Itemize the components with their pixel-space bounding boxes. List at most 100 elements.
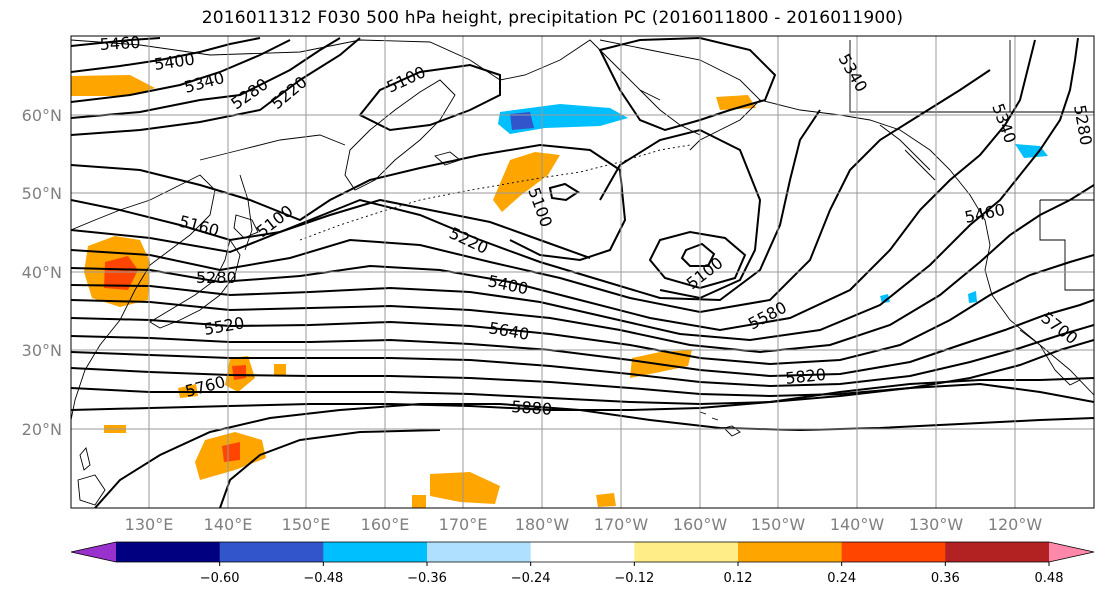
colorbar-tick-label: −0.12: [614, 571, 654, 586]
contour-5220-mid: [71, 109, 821, 302]
colorbar-segments: [70, 541, 1095, 563]
contour-5400-north: [71, 37, 261, 73]
precip-neg-bering-core: [510, 112, 534, 130]
colorbar-tick-label: −0.60: [200, 571, 240, 586]
precip-area-tropic-west-core: [222, 442, 240, 462]
contour-label: 5280: [196, 268, 237, 287]
precip-neg-canada: [1015, 144, 1048, 158]
lat-label-20n: 20°N: [22, 420, 62, 439]
colorbar-ticks: −0.60 −0.48 −0.36 −0.24 −0.12 0.12 0.24 0.36 0.4…: [200, 562, 1064, 586]
coastline-alaska: [599, 39, 1094, 396]
map-title: 2016011312 F030 500 hPa height, precipit…: [201, 8, 904, 28]
colorbar-tick-label: 0.24: [827, 571, 856, 586]
precip-neg-small-2: [968, 291, 977, 303]
contour-5280-north: [71, 37, 341, 119]
coastline-hokkaido: [233, 214, 259, 239]
colorbar-tick-label: 0.12: [724, 571, 753, 586]
precip-area-bering-west: [493, 152, 560, 212]
contour-label: 5820: [784, 365, 826, 388]
coastline-alaska-islands: [879, 124, 936, 181]
precip-area-nw-corner: [71, 75, 155, 96]
contour-5340-north: [71, 39, 291, 103]
colorbar-segment: [427, 542, 532, 562]
contour-low-outer: [599, 128, 762, 300]
coastline-philippines: [77, 474, 106, 506]
lon-label-160e: 160°E: [361, 515, 410, 534]
lat-label-30n: 30°N: [22, 341, 62, 360]
contour-trough-outer: [71, 143, 627, 262]
colorbar-tick-label: 0.48: [1035, 571, 1064, 586]
precip-area-subtropic-west-core: [232, 365, 246, 380]
lon-label-180w: 180°W: [515, 515, 570, 534]
colorbar-segment: [1049, 542, 1094, 562]
lon-label-150e: 150°E: [282, 515, 331, 534]
colorbar-tick-label: −0.48: [303, 571, 343, 586]
precip-negative-areas: [498, 104, 1048, 303]
coastline-taiwan: [79, 447, 91, 471]
coastline-kamchatka: [344, 79, 456, 191]
border-canada-us: [849, 40, 1094, 291]
coastline-baja: [1019, 329, 1081, 386]
contour-5160: [71, 198, 591, 259]
lon-label-140e: 140°E: [204, 515, 253, 534]
contour-low-center: [648, 230, 747, 290]
contour-label: 5460: [99, 33, 141, 54]
coastline-hawaii: [699, 411, 741, 437]
contour-5700: [71, 339, 1094, 398]
precip-neg-small-1: [880, 294, 890, 303]
lon-label-130e: 130°E: [125, 515, 174, 534]
colorbar-tick-label: −0.36: [407, 571, 447, 586]
lat-label-40n: 40°N: [22, 263, 62, 282]
precip-area-small-3: [412, 495, 426, 508]
contour-5760: [71, 382, 1094, 406]
lon-label-170e: 170°E: [439, 515, 488, 534]
contour-5340-mid: [71, 39, 1036, 332]
lat-label-60n: 60°N: [22, 106, 62, 125]
contour-label: 5880: [511, 397, 553, 419]
colorbar-tick-label: −0.24: [511, 571, 551, 586]
graticule: [71, 36, 1094, 508]
contour-5100-loop: [358, 63, 501, 132]
precip-area-tropic-center: [430, 472, 500, 504]
colorbar-tick-label: 0.36: [931, 571, 960, 586]
contour-5820: [71, 377, 1094, 411]
precip-area-small-2: [274, 364, 286, 376]
colorbar-segment: [945, 542, 1050, 562]
contour-5280-mid: [71, 69, 991, 314]
latitude-labels: 60°N 50°N 40°N 30°N 20°N: [22, 106, 62, 439]
precip-area-japan-core: [104, 256, 138, 290]
lon-label-130w: 130°W: [909, 515, 964, 534]
colorbar-segment: [71, 542, 116, 562]
colorbar-segment: [219, 542, 324, 562]
colorbar-segment: [634, 542, 739, 562]
contour-trough-inner: [548, 182, 580, 202]
map-frame: [70, 35, 1095, 509]
colorbar-segment: [738, 542, 843, 562]
precip-area-small-4: [596, 493, 616, 507]
colorbar-outline: [70, 541, 1095, 563]
contour-5640: [71, 324, 1094, 388]
colorbar: −0.60 −0.48 −0.36 −0.24 −0.12 0.12 0.24 0.36 0.4…: [70, 541, 1095, 586]
contour-5880: [94, 403, 1094, 508]
lat-label-50n: 50°N: [22, 184, 62, 203]
contour-low-inner: [680, 242, 716, 267]
coastline-okhotsk: [199, 134, 346, 161]
contour-5220-north: [71, 37, 361, 136]
colorbar-segment: [841, 542, 946, 562]
colorbar-segment: [530, 542, 635, 562]
coastline-japan: [149, 238, 241, 329]
lon-label-150w: 150°W: [751, 515, 806, 534]
coastline-sakhalin: [239, 174, 253, 251]
contour-label: 5280: [1070, 103, 1096, 146]
lon-label-140w: 140°W: [830, 515, 885, 534]
lon-label-160w: 160°W: [673, 515, 728, 534]
lon-label-170w: 170°W: [594, 515, 649, 534]
longitude-labels: 130°E 140°E 150°E 160°E 170°E 180°W 170°…: [125, 515, 1043, 534]
colorbar-segment: [323, 542, 428, 562]
colorbar-segment: [116, 542, 221, 562]
coastline-aleutians: [299, 144, 691, 241]
contour-5400-mid: [71, 37, 1079, 342]
contour-5460-north: [71, 37, 161, 47]
lon-label-120w: 120°W: [988, 515, 1043, 534]
